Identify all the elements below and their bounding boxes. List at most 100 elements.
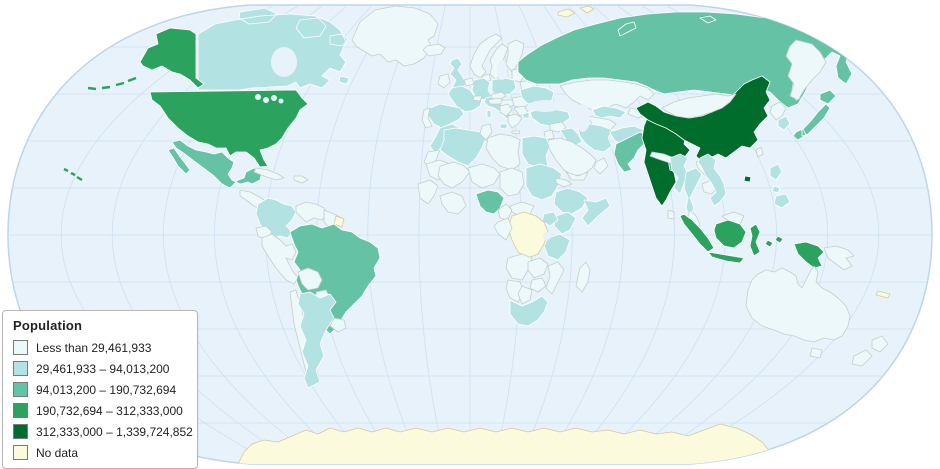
country-china[interactable]: [635, 75, 771, 183]
country-papua-new-guinea[interactable]: [823, 245, 855, 271]
country-indonesia[interactable]: [679, 213, 825, 269]
country-peru[interactable]: [261, 233, 299, 285]
country-taiwan[interactable]: [755, 146, 764, 158]
country-poland[interactable]: [491, 77, 517, 97]
country-yemen[interactable]: [565, 171, 589, 181]
country-france[interactable]: [447, 85, 483, 113]
country-russia-far-east[interactable]: [785, 39, 827, 101]
country-mexico[interactable]: [167, 139, 263, 189]
country-hispaniola[interactable]: [293, 175, 309, 184]
country-hawaii[interactable]: [63, 167, 83, 182]
country-eritrea[interactable]: [555, 177, 573, 188]
country-vietnam[interactable]: [697, 153, 727, 207]
country-madagascar[interactable]: [575, 261, 591, 293]
country-libya[interactable]: [485, 133, 521, 171]
country-united-states[interactable]: [149, 89, 309, 168]
legend-item: 312,333,000 – 1,339,724,852: [13, 424, 193, 439]
country-chad[interactable]: [499, 167, 525, 197]
country-angola[interactable]: [505, 253, 533, 281]
country-norway[interactable]: [469, 33, 503, 79]
country-tanzania[interactable]: [543, 233, 571, 261]
country-svalbard[interactable]: [557, 5, 595, 18]
country-alaska[interactable]: [139, 27, 205, 89]
country-somalia[interactable]: [581, 197, 611, 227]
country-uzbekistan[interactable]: [591, 105, 627, 119]
country-venezuela[interactable]: [295, 201, 329, 223]
country-cuba[interactable]: [253, 167, 285, 181]
country-antarctica[interactable]: [235, 423, 773, 468]
country-bolivia[interactable]: [297, 267, 323, 291]
country-botswana[interactable]: [517, 285, 533, 305]
country-serbia-balkans[interactable]: [499, 103, 513, 117]
country-ireland[interactable]: [437, 73, 451, 89]
country-french-guiana[interactable]: [333, 215, 345, 228]
legend-item-label: Less than 29,461,933: [36, 340, 152, 355]
country-sri-lanka[interactable]: [667, 209, 675, 220]
lakes: [255, 47, 590, 240]
country-thailand[interactable]: [683, 167, 703, 217]
country-saudi-arabia[interactable]: [547, 137, 597, 177]
country-egypt[interactable]: [521, 135, 551, 169]
legend-item-label: 29,461,933 – 94,013,200: [36, 361, 170, 376]
legend-item: 94,013,200 – 190,732,694: [13, 382, 189, 397]
legend-swatch: [13, 340, 28, 355]
legend-swatch: [13, 445, 28, 460]
legend-swatch: [13, 361, 28, 376]
legend-item: 29,461,933 – 94,013,200: [13, 361, 189, 376]
country-senegal-guinea[interactable]: [417, 179, 439, 205]
country-philippines[interactable]: [769, 163, 791, 209]
country-canada[interactable]: [197, 7, 350, 91]
country-japan[interactable]: [792, 89, 837, 141]
country-kenya[interactable]: [553, 211, 577, 235]
legend-item-label: 190,732,694 – 312,333,000: [36, 403, 183, 418]
country-argentina[interactable]: [297, 291, 337, 389]
country-oman[interactable]: [593, 157, 609, 175]
country-switzerland[interactable]: [472, 95, 483, 102]
country-nepal[interactable]: [649, 151, 675, 164]
country-jordan-israel[interactable]: [543, 129, 555, 141]
country-iran[interactable]: [577, 123, 613, 153]
legend-item: 190,732,694 – 312,333,000: [13, 403, 189, 418]
country-mozambique[interactable]: [545, 261, 565, 295]
country-netherlands[interactable]: [463, 77, 475, 87]
country-mongolia[interactable]: [661, 93, 737, 119]
map-legend: Population Less than 29,461,933 29,461,9…: [2, 310, 198, 469]
country-congo-gabon[interactable]: [493, 217, 513, 241]
country-greece[interactable]: [507, 113, 523, 135]
country-uganda[interactable]: [541, 211, 559, 227]
country-tasmania[interactable]: [809, 347, 823, 359]
legend-item-label: No data: [36, 445, 79, 460]
country-uruguay[interactable]: [329, 317, 347, 333]
country-south-africa[interactable]: [509, 295, 549, 327]
country-south-korea[interactable]: [777, 115, 791, 131]
country-mali[interactable]: [437, 161, 471, 189]
country-new-zealand[interactable]: [851, 335, 889, 367]
country-iceland[interactable]: [422, 43, 446, 57]
country-new-caledonia[interactable]: [875, 290, 891, 299]
country-sudan[interactable]: [525, 163, 563, 201]
legend-swatch: [13, 424, 28, 439]
country-zambia[interactable]: [527, 257, 549, 279]
country-north-korea[interactable]: [769, 101, 787, 121]
country-czechia[interactable]: [490, 91, 507, 101]
country-aleutian-islands[interactable]: [87, 76, 137, 91]
country-myanmar[interactable]: [669, 153, 689, 195]
legend-swatch: [13, 382, 28, 397]
country-portugal[interactable]: [421, 107, 433, 129]
country-pakistan[interactable]: [613, 131, 649, 173]
country-algeria[interactable]: [439, 127, 487, 167]
country-ethiopia[interactable]: [553, 187, 589, 215]
country-australia[interactable]: [745, 265, 851, 343]
country-dr-congo[interactable]: [507, 211, 549, 259]
country-ivory-coast-ghana[interactable]: [439, 191, 467, 215]
legend-item-label: 94,013,200 – 190,732,694: [36, 382, 177, 397]
country-spain[interactable]: [427, 103, 465, 129]
country-zimbabwe[interactable]: [529, 277, 547, 293]
country-niger[interactable]: [467, 163, 501, 189]
country-tunisia[interactable]: [479, 123, 493, 141]
country-cameroon[interactable]: [497, 203, 513, 221]
country-turkey[interactable]: [522, 107, 571, 127]
legend-item: Less than 29,461,933: [13, 340, 189, 355]
